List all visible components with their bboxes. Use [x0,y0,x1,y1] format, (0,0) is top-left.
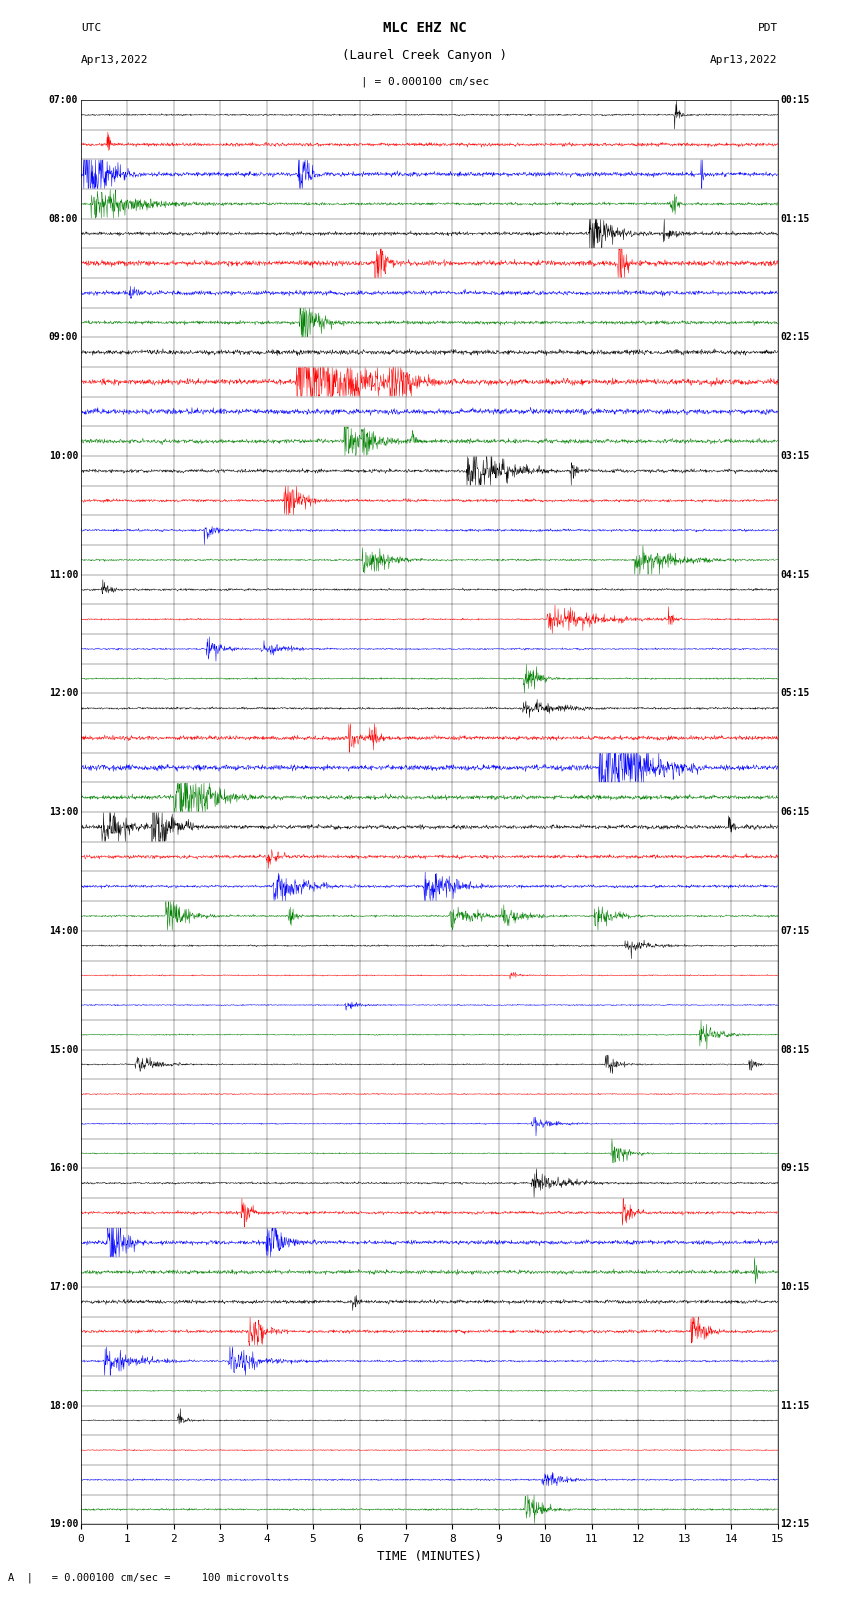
Text: PDT: PDT [757,23,778,32]
Text: 17:00: 17:00 [48,1282,78,1292]
Text: 03:15: 03:15 [780,452,810,461]
Text: UTC: UTC [81,23,101,32]
Text: (Laurel Creek Canyon ): (Laurel Creek Canyon ) [343,48,507,61]
Text: 10:15: 10:15 [780,1282,810,1292]
X-axis label: TIME (MINUTES): TIME (MINUTES) [377,1550,482,1563]
Text: 15:00: 15:00 [48,1045,78,1055]
Text: 08:15: 08:15 [780,1045,810,1055]
Text: 14:00: 14:00 [48,926,78,936]
Text: 00:15: 00:15 [780,95,810,105]
Text: 06:15: 06:15 [780,806,810,818]
Text: 11:00: 11:00 [48,569,78,579]
Text: 08:00: 08:00 [48,213,78,224]
Text: Apr13,2022: Apr13,2022 [711,55,778,65]
Text: 11:15: 11:15 [780,1400,810,1411]
Text: 09:15: 09:15 [780,1163,810,1173]
Text: 12:15: 12:15 [780,1519,810,1529]
Text: 19:00: 19:00 [48,1519,78,1529]
Text: 04:15: 04:15 [780,569,810,579]
Text: 07:00: 07:00 [48,95,78,105]
Text: 07:15: 07:15 [780,926,810,936]
Text: 09:00: 09:00 [48,332,78,342]
Text: MLC EHZ NC: MLC EHZ NC [383,21,467,35]
Text: 02:15: 02:15 [780,332,810,342]
Text: A  |   = 0.000100 cm/sec =     100 microvolts: A | = 0.000100 cm/sec = 100 microvolts [8,1573,290,1582]
Text: 01:15: 01:15 [780,213,810,224]
Text: 16:00: 16:00 [48,1163,78,1173]
Text: Apr13,2022: Apr13,2022 [81,55,148,65]
Text: 18:00: 18:00 [48,1400,78,1411]
Text: | = 0.000100 cm/sec: | = 0.000100 cm/sec [361,77,489,87]
Text: 12:00: 12:00 [48,689,78,698]
Text: 13:00: 13:00 [48,806,78,818]
Text: 05:15: 05:15 [780,689,810,698]
Text: 10:00: 10:00 [48,452,78,461]
